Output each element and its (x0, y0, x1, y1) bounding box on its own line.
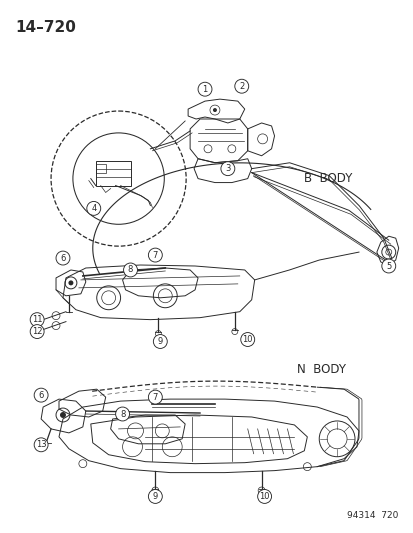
Text: 1: 1 (202, 85, 207, 94)
Circle shape (148, 390, 162, 404)
Circle shape (197, 82, 211, 96)
Circle shape (148, 489, 162, 503)
Text: 10: 10 (242, 335, 252, 344)
Circle shape (148, 248, 162, 262)
Circle shape (240, 333, 254, 346)
Circle shape (123, 263, 137, 277)
Text: 9: 9 (152, 492, 158, 501)
Text: 4: 4 (91, 204, 96, 213)
Text: 14–720: 14–720 (15, 20, 76, 35)
Circle shape (87, 201, 100, 215)
Circle shape (30, 325, 44, 338)
Text: 13: 13 (36, 440, 46, 449)
Text: B  BODY: B BODY (304, 172, 352, 185)
Circle shape (153, 335, 167, 349)
Circle shape (234, 79, 248, 93)
Text: 94314  720: 94314 720 (347, 511, 398, 520)
Text: 11: 11 (32, 315, 42, 324)
Text: 10: 10 (259, 492, 269, 501)
Text: 3: 3 (225, 164, 230, 173)
Text: 2: 2 (239, 82, 244, 91)
Circle shape (257, 489, 271, 503)
Circle shape (34, 438, 48, 452)
Circle shape (212, 108, 216, 112)
Circle shape (381, 259, 395, 273)
Circle shape (56, 251, 70, 265)
Text: 6: 6 (60, 254, 66, 263)
Text: 12: 12 (32, 327, 42, 336)
Text: 8: 8 (128, 265, 133, 274)
Circle shape (68, 280, 73, 285)
Circle shape (60, 412, 66, 418)
Text: 5: 5 (385, 262, 390, 271)
Text: N  BODY: N BODY (297, 363, 346, 376)
Text: 8: 8 (120, 409, 125, 418)
Circle shape (34, 388, 48, 402)
Text: 6: 6 (38, 391, 44, 400)
Circle shape (221, 161, 234, 175)
Text: 7: 7 (152, 251, 158, 260)
Circle shape (115, 407, 129, 421)
Circle shape (30, 313, 44, 327)
Text: 7: 7 (152, 393, 158, 402)
Text: 9: 9 (157, 337, 163, 346)
